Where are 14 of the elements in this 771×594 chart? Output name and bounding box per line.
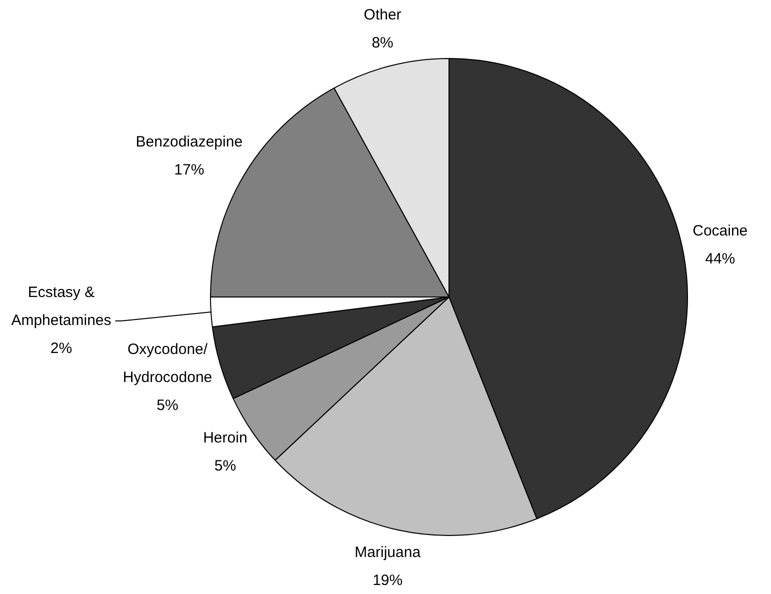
- data-label: 19%: [372, 572, 403, 589]
- slice-label: Benzodiazepine: [136, 133, 243, 150]
- data-label: 5%: [156, 397, 178, 414]
- slice-label: Marijuana: [354, 544, 422, 561]
- slice-label: Other: [364, 6, 402, 24]
- data-label: 44%: [705, 250, 736, 268]
- data-label: 8%: [372, 34, 394, 52]
- data-label: 5%: [214, 458, 236, 475]
- data-label: 17%: [174, 161, 204, 178]
- slice-label: Cocaine: [692, 222, 748, 240]
- data-label: 2%: [50, 340, 72, 358]
- slice-label: Oxycodone/Hydrocodone: [122, 341, 212, 386]
- slice-label: Heroin: [203, 430, 248, 447]
- slice-label: Ecstasy & Amphetamines: [11, 284, 112, 330]
